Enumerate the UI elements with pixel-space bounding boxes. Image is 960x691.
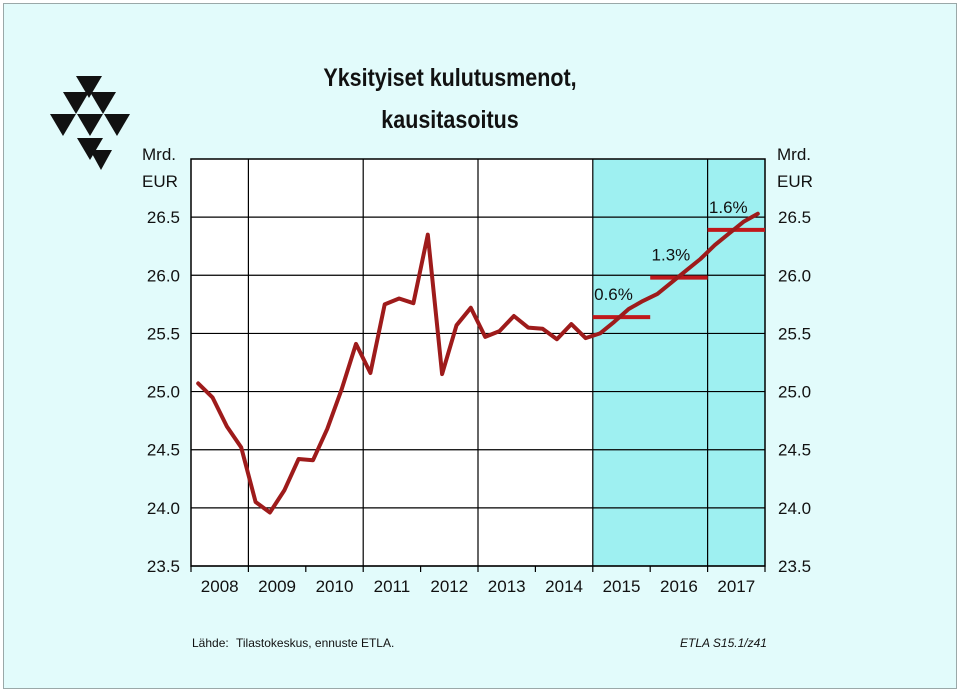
y-tick-label-left: 26.5 xyxy=(147,208,180,227)
source-label: Lähde: xyxy=(192,636,229,650)
x-tick-label: 2017 xyxy=(717,577,755,596)
y-tick-label-right: 24.0 xyxy=(778,499,811,518)
x-tick-label: 2015 xyxy=(603,577,641,596)
y-tick-label-left: 26.0 xyxy=(147,266,180,285)
y-tick-label-right: 26.5 xyxy=(778,208,811,227)
y-unit-left-line2: EUR xyxy=(142,172,178,191)
series-line xyxy=(196,211,760,515)
y-unit-right: Mrd. EUR xyxy=(777,141,813,195)
chart-title-line2: kausitasoitus xyxy=(381,106,519,134)
x-tick-label: 2009 xyxy=(258,577,296,596)
y-unit-right-line2: EUR xyxy=(777,172,813,191)
y-tick-label-right: 24.5 xyxy=(778,441,811,460)
y-unit-right-line1: Mrd. xyxy=(777,145,811,164)
source-text: Tilastokeskus, ennuste ETLA. xyxy=(236,636,395,650)
y-tick-label-left: 23.5 xyxy=(147,557,180,576)
chart-reference: ETLA S15.1/z41 xyxy=(680,636,767,650)
y-unit-left: Mrd. EUR xyxy=(142,141,178,195)
x-tick-label: 2010 xyxy=(316,577,354,596)
y-tick-label-right: 26.0 xyxy=(778,266,811,285)
y-tick-label-left: 24.0 xyxy=(147,499,180,518)
growth-rate-label: 1.3% xyxy=(652,246,691,265)
y-unit-left-line1: Mrd. xyxy=(142,145,176,164)
x-tick-label: 2016 xyxy=(660,577,698,596)
forecast-region xyxy=(592,159,765,566)
x-tick-label: 2013 xyxy=(488,577,526,596)
x-tick-label: 2012 xyxy=(430,577,468,596)
etla-logo-icon xyxy=(50,76,130,170)
x-tick-label: 2014 xyxy=(545,577,583,596)
y-tick-label-left: 25.0 xyxy=(147,383,180,402)
y-tick-label-left: 24.5 xyxy=(147,441,180,460)
x-tick-label: 2011 xyxy=(374,577,411,596)
y-tick-label-left: 25.5 xyxy=(147,324,180,343)
y-tick-label-right: 25.0 xyxy=(778,383,811,402)
y-tick-label-right: 25.5 xyxy=(778,324,811,343)
x-tick-label: 2008 xyxy=(201,577,239,596)
chart-title-line1: Yksityiset kulutusmenot, xyxy=(323,64,577,92)
y-tick-label-right: 23.5 xyxy=(778,557,811,576)
growth-rate-label: 0.6% xyxy=(594,285,633,304)
growth-rate-label: 1.6% xyxy=(709,198,748,217)
